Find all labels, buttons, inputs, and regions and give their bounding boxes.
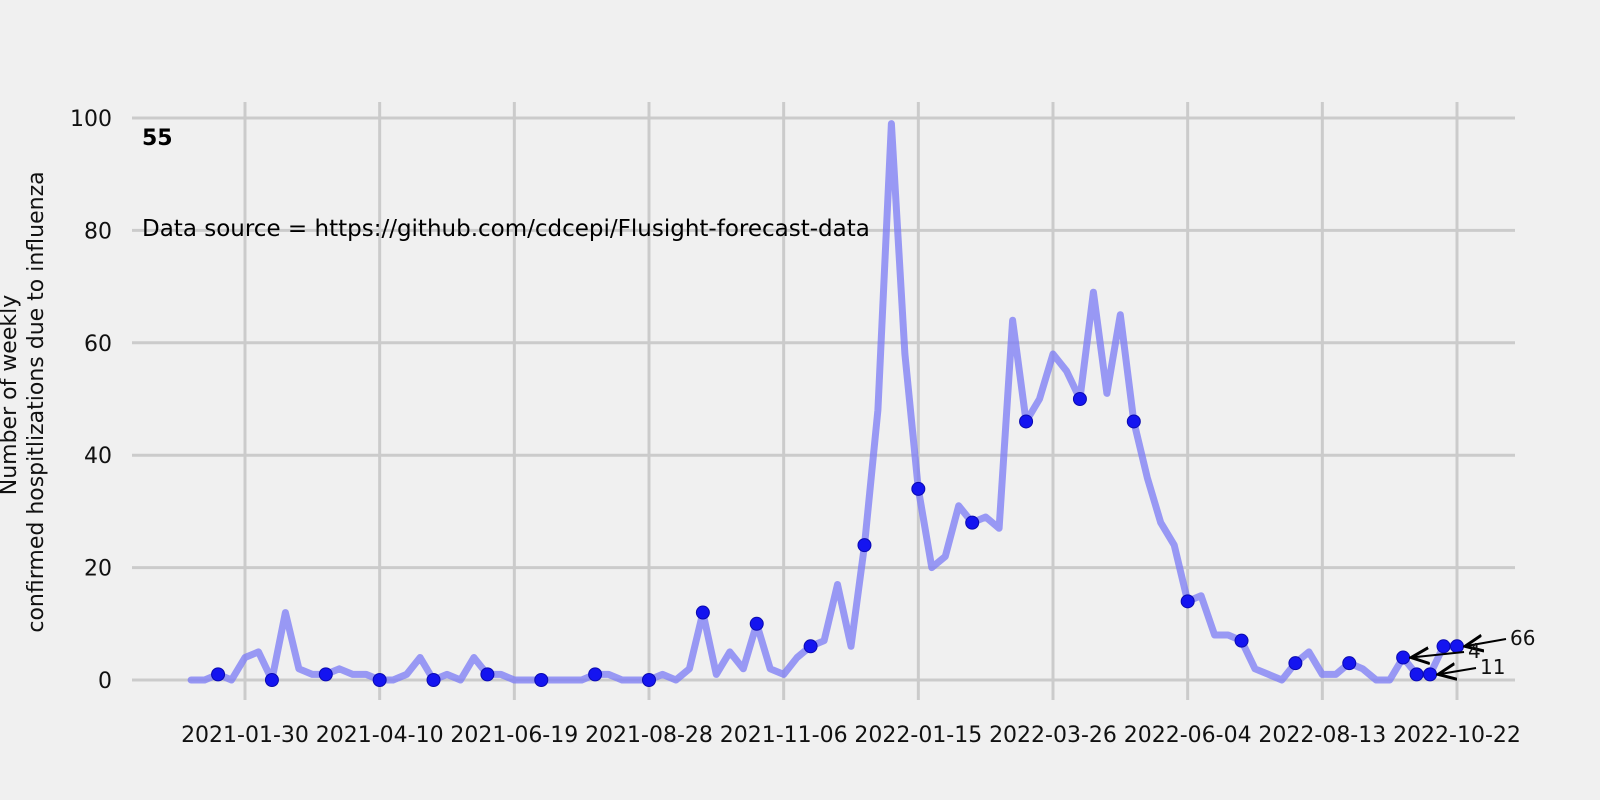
data-point-marker bbox=[1436, 639, 1451, 654]
x-tick-label: 2022-08-13 bbox=[1258, 723, 1386, 748]
x-tick-label: 2022-06-04 bbox=[1124, 723, 1252, 748]
data-point-marker bbox=[264, 673, 279, 687]
data-point-marker bbox=[1126, 414, 1141, 429]
x-tick-label: 2022-10-22 bbox=[1393, 723, 1521, 748]
x-tick-label: 2022-03-26 bbox=[989, 723, 1117, 748]
data-point-marker bbox=[695, 605, 710, 620]
data-point-marker bbox=[318, 667, 333, 682]
marker-layer bbox=[211, 392, 1464, 687]
data-point-marker bbox=[857, 538, 872, 553]
x-tick-label: 2021-08-28 bbox=[585, 723, 713, 748]
series-line bbox=[187, 120, 1461, 684]
callout-arrow bbox=[1411, 652, 1465, 658]
data-point-marker bbox=[211, 667, 226, 682]
y-axis-title-line2: confirmed hospitlizations due to influen… bbox=[24, 171, 49, 632]
y-tick-label: 40 bbox=[84, 444, 112, 469]
grid-lines bbox=[132, 102, 1515, 700]
corner-label: 55 bbox=[142, 126, 173, 151]
data-point-marker bbox=[1180, 594, 1195, 609]
data-point-marker bbox=[1423, 667, 1438, 682]
y-tick-label: 60 bbox=[84, 332, 112, 357]
callout-label: 11 bbox=[1480, 655, 1505, 679]
data-point-marker bbox=[749, 616, 764, 631]
data-point-marker bbox=[1288, 656, 1303, 671]
data-source-annotation: Data source = https://github.com/cdcepi/… bbox=[142, 216, 870, 242]
data-point-marker bbox=[372, 673, 387, 687]
y-axis-title: Number of weekly confirmed hospitlizatio… bbox=[0, 171, 49, 632]
data-point-marker bbox=[911, 481, 926, 496]
data-point-marker bbox=[1072, 392, 1087, 406]
data-point-marker bbox=[426, 673, 441, 687]
y-axis-ticks: 0 20 40 60 80 100 bbox=[70, 107, 112, 694]
data-point-marker bbox=[480, 667, 495, 682]
x-tick-label: 2022-01-15 bbox=[854, 723, 982, 748]
callout-label: 4 bbox=[1468, 639, 1481, 663]
data-point-marker bbox=[1234, 633, 1249, 648]
x-tick-label: 2021-06-19 bbox=[450, 723, 578, 748]
data-point-marker bbox=[588, 667, 603, 682]
series-layer bbox=[187, 120, 1461, 684]
y-axis-title-line1: Number of weekly bbox=[0, 295, 22, 496]
callout-arrow bbox=[1465, 639, 1507, 646]
x-tick-label: 2021-04-10 bbox=[316, 723, 444, 748]
data-point-marker bbox=[534, 673, 549, 687]
x-tick-label: 2021-01-30 bbox=[181, 723, 309, 748]
data-point-marker bbox=[1396, 650, 1411, 665]
data-point-marker bbox=[1342, 656, 1357, 671]
data-point-marker bbox=[642, 673, 656, 687]
x-tick-label: 2021-11-06 bbox=[720, 723, 848, 748]
y-tick-label: 100 bbox=[70, 107, 112, 132]
callout-layer: 66 411 bbox=[1411, 626, 1535, 679]
callout-arrow bbox=[1438, 668, 1477, 674]
y-tick-label: 0 bbox=[98, 669, 112, 694]
callout-label: 66 bbox=[1510, 626, 1535, 650]
y-tick-label: 80 bbox=[84, 219, 112, 244]
y-tick-label: 20 bbox=[84, 557, 112, 582]
x-axis-ticks: 2021-01-30 2021-04-10 2021-06-19 2021-08-28… bbox=[181, 723, 1521, 748]
data-point-marker bbox=[1450, 639, 1464, 654]
data-point-marker bbox=[803, 639, 818, 654]
data-point-marker bbox=[1409, 667, 1424, 682]
data-point-marker bbox=[965, 515, 980, 530]
data-point-marker bbox=[1019, 414, 1034, 429]
